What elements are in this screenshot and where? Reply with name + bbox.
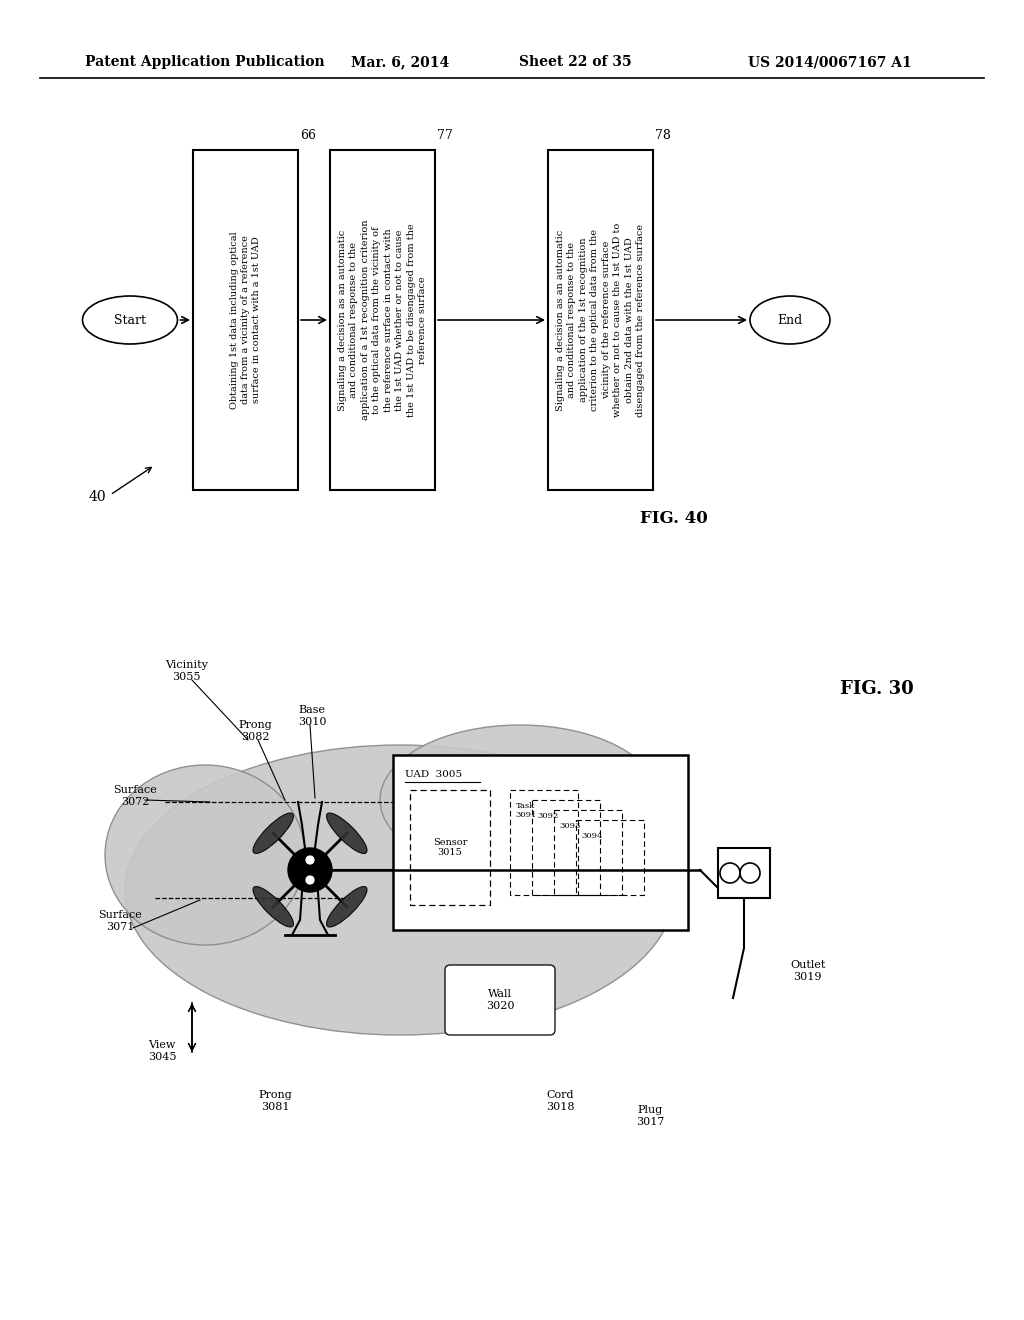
Text: 78: 78: [655, 129, 671, 143]
Bar: [193, 150, 298, 490]
Bar: [510, 789, 578, 895]
Text: 77: 77: [437, 129, 453, 143]
Ellipse shape: [253, 813, 294, 854]
Text: Signaling a decision as an automatic
and conditional response to the
application: Signaling a decision as an automatic and…: [556, 223, 645, 417]
Text: US 2014/0067167 A1: US 2014/0067167 A1: [749, 55, 912, 69]
Text: 3094: 3094: [581, 832, 602, 840]
Circle shape: [288, 847, 332, 892]
Ellipse shape: [327, 813, 367, 854]
Text: Base
3010: Base 3010: [298, 705, 327, 726]
Text: 66: 66: [300, 129, 316, 143]
Ellipse shape: [105, 766, 305, 945]
Bar: [393, 755, 688, 931]
Bar: [532, 800, 600, 895]
Text: Outlet
3019: Outlet 3019: [790, 960, 825, 982]
Text: Cord
3018: Cord 3018: [546, 1090, 574, 1111]
Text: Surface
3071: Surface 3071: [98, 909, 141, 932]
Text: Task
3091: Task 3091: [515, 803, 537, 820]
Text: Prong
3081: Prong 3081: [258, 1090, 292, 1111]
Text: Wall
3020: Wall 3020: [485, 989, 514, 1011]
Text: Sheet 22 of 35: Sheet 22 of 35: [519, 55, 632, 69]
Bar: [410, 789, 490, 906]
Ellipse shape: [380, 725, 660, 875]
Bar: [330, 150, 435, 490]
Bar: [554, 810, 622, 895]
Circle shape: [305, 855, 315, 865]
Bar: [575, 820, 644, 895]
Text: 3092: 3092: [537, 812, 558, 820]
Text: Obtaining 1st data including optical
data from a vicinity of a reference
surface: Obtaining 1st data including optical dat…: [229, 231, 261, 409]
Text: Surface
3072: Surface 3072: [113, 785, 157, 807]
Bar: [718, 847, 770, 898]
Text: Sensor
3015: Sensor 3015: [433, 838, 467, 857]
Text: View
3045: View 3045: [148, 1040, 176, 1061]
Text: Start: Start: [114, 314, 146, 326]
Text: End: End: [777, 314, 803, 326]
Ellipse shape: [327, 887, 367, 927]
Text: Signaling a decision as an automatic
and conditional response to the
application: Signaling a decision as an automatic and…: [338, 219, 427, 420]
Text: Prong
3082: Prong 3082: [238, 719, 271, 742]
Text: Plug
3017: Plug 3017: [636, 1105, 665, 1126]
Text: Vicinity
3055: Vicinity 3055: [165, 660, 208, 681]
Ellipse shape: [253, 887, 294, 927]
Ellipse shape: [125, 744, 675, 1035]
Text: 3093: 3093: [559, 822, 581, 830]
Circle shape: [305, 875, 315, 884]
Bar: [548, 150, 653, 490]
Text: UAD  3005: UAD 3005: [406, 770, 462, 779]
Text: FIG. 40: FIG. 40: [640, 510, 708, 527]
Text: 40: 40: [88, 490, 105, 504]
FancyBboxPatch shape: [445, 965, 555, 1035]
Text: FIG. 30: FIG. 30: [840, 680, 913, 698]
Text: Mar. 6, 2014: Mar. 6, 2014: [351, 55, 450, 69]
Text: Patent Application Publication: Patent Application Publication: [85, 55, 325, 69]
